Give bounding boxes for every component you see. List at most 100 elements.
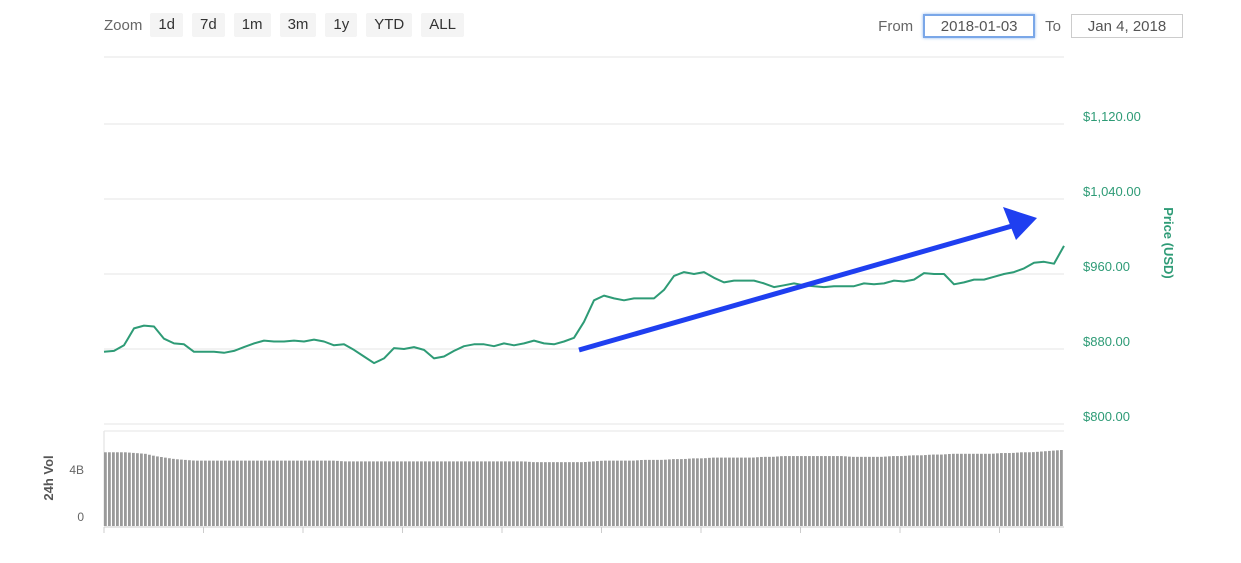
volume-bar xyxy=(248,460,251,526)
volume-bar xyxy=(744,457,747,526)
volume-bar xyxy=(740,457,743,526)
volume-bar xyxy=(484,461,487,526)
volume-bar xyxy=(824,456,827,526)
volume-bar xyxy=(788,456,791,526)
volume-bar xyxy=(500,461,503,526)
volume-bar xyxy=(408,461,411,526)
volume-bar xyxy=(448,461,451,526)
volume-bar xyxy=(972,453,975,526)
volume-bar xyxy=(864,456,867,526)
volume-bar xyxy=(228,460,231,526)
volume-bar xyxy=(644,459,647,526)
volume-bar xyxy=(660,459,663,526)
volume-bar xyxy=(128,452,131,526)
zoom-3m-button[interactable]: 3m xyxy=(279,13,317,37)
volume-bar xyxy=(280,460,283,526)
volume-bar xyxy=(508,461,511,526)
volume-bar xyxy=(440,461,443,526)
volume-bar xyxy=(760,456,763,526)
volume-bar xyxy=(272,460,275,526)
zoom-1d-button[interactable]: 1d xyxy=(150,13,184,37)
volume-bar xyxy=(708,457,711,526)
volume-bar xyxy=(264,460,267,526)
volume-bar xyxy=(116,452,119,526)
volume-bar xyxy=(132,452,135,526)
from-date-input[interactable] xyxy=(923,14,1036,38)
volume-bar xyxy=(816,456,819,526)
vol-tick-label: 4B xyxy=(69,463,84,477)
volume-bar xyxy=(396,461,399,526)
volume-bar xyxy=(468,461,471,526)
to-date-input[interactable] xyxy=(1071,14,1183,38)
volume-bar xyxy=(776,456,779,526)
volume-bar xyxy=(276,460,279,526)
volume-bar xyxy=(984,453,987,526)
volume-bar xyxy=(444,461,447,526)
volume-bar xyxy=(668,459,671,526)
volume-bar xyxy=(976,453,979,526)
zoom-1m-button[interactable]: 1m xyxy=(233,13,271,37)
volume-bar xyxy=(764,456,767,526)
volume-bar xyxy=(860,456,863,526)
volume-bar xyxy=(1028,452,1031,526)
axis-layer: $1,120.00 $1,040.00 $960.00 $880.00 $800.00 P… xyxy=(41,109,1176,533)
volume-bar xyxy=(588,461,591,526)
volume-bar xyxy=(104,452,107,526)
volume-bar xyxy=(844,456,847,526)
volume-bar xyxy=(712,457,715,526)
volume-bar xyxy=(492,461,495,526)
zoom-ytd-button[interactable]: YTD xyxy=(366,13,413,37)
volume-bar xyxy=(968,453,971,526)
volume-bar xyxy=(1024,452,1027,526)
volume-bar xyxy=(340,461,343,526)
volume-bar xyxy=(568,462,571,526)
volume-bar xyxy=(592,461,595,526)
volume-bar xyxy=(584,462,587,526)
volume-bar xyxy=(356,461,359,526)
volume-bar xyxy=(268,460,271,526)
volume-bar xyxy=(108,452,111,526)
volume-bar xyxy=(256,460,259,526)
price-layer xyxy=(103,245,1065,365)
volume-bar xyxy=(880,456,883,526)
volume-bar xyxy=(208,460,211,526)
volume-bar xyxy=(564,462,567,526)
volume-bar xyxy=(216,460,219,526)
volume-bar xyxy=(876,456,879,526)
volume-bar xyxy=(1032,452,1035,526)
volume-bar xyxy=(1000,453,1003,526)
price-axis-title: Price (USD) xyxy=(1161,207,1176,279)
y-tick-label: $800.00 xyxy=(1083,409,1130,424)
volume-bar xyxy=(296,460,299,526)
volume-bar xyxy=(452,461,455,526)
zoom-all-button[interactable]: ALL xyxy=(421,13,464,37)
volume-bar xyxy=(628,460,631,526)
volume-bar xyxy=(160,457,163,526)
volume-bar xyxy=(724,457,727,526)
volume-bar xyxy=(536,462,539,526)
volume-bar xyxy=(576,462,579,526)
volume-bar xyxy=(616,460,619,526)
volume-bar xyxy=(120,452,123,526)
volume-bar xyxy=(1044,451,1047,526)
volume-bar xyxy=(900,456,903,526)
volume-bar xyxy=(636,460,639,526)
y-tick-label: $1,120.00 xyxy=(1083,109,1141,124)
zoom-7d-button[interactable]: 7d xyxy=(192,13,225,37)
volume-bar xyxy=(424,461,427,526)
volume-bar xyxy=(156,456,159,526)
volume-bar xyxy=(1056,450,1059,526)
volume-bar xyxy=(236,460,239,526)
y-tick-label: $960.00 xyxy=(1083,259,1130,274)
volume-bar xyxy=(212,460,215,526)
volume-bar xyxy=(804,456,807,526)
volume-bar xyxy=(688,458,691,526)
volume-bar xyxy=(148,454,151,526)
volume-bar xyxy=(720,457,723,526)
volume-bar xyxy=(136,453,139,526)
zoom-1y-button[interactable]: 1y xyxy=(325,13,358,37)
volume-bar xyxy=(848,456,851,526)
volume-bar xyxy=(188,460,191,526)
volume-bar xyxy=(736,457,739,526)
